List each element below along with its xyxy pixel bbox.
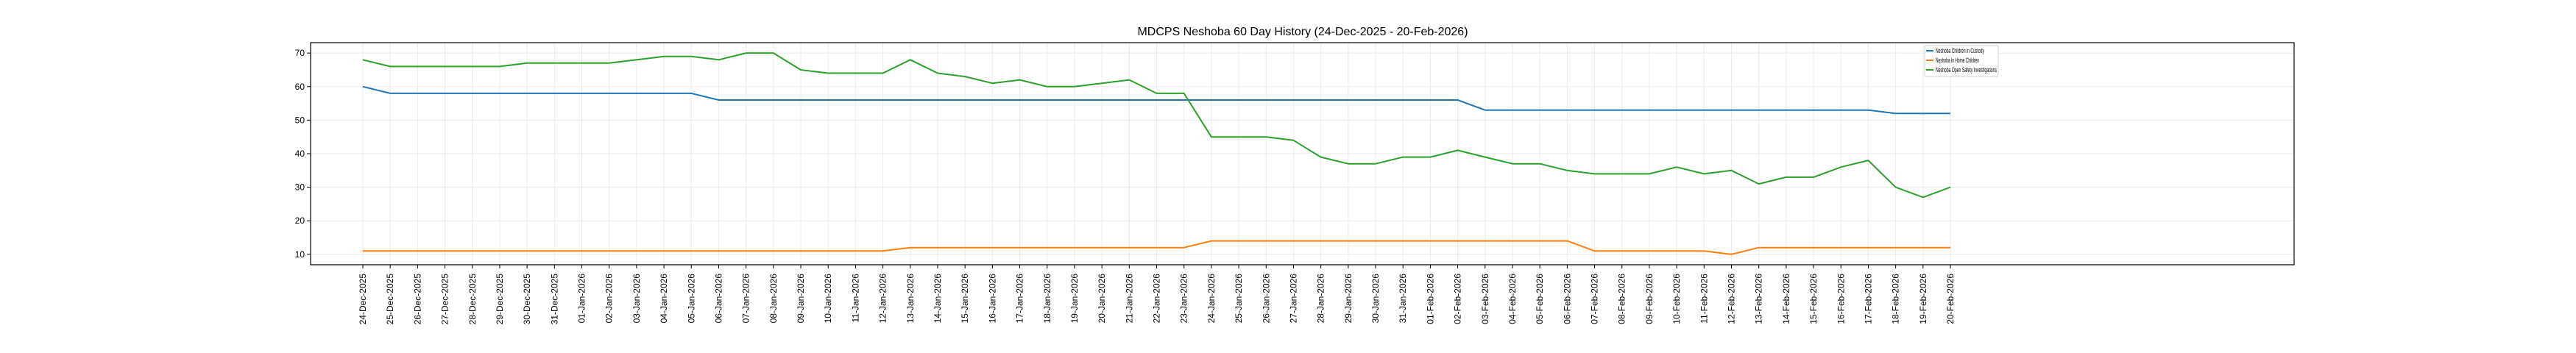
legend: Neshoba Children in Custody Neshoba In Ho… (1924, 45, 1999, 77)
x-tick-label: 29-Jan-2026 (1343, 274, 1354, 324)
chart-title: MDCPS Neshoba 60 Day History (24-Dec-202… (1137, 26, 1468, 38)
x-tick-label: 30-Jan-2026 (1370, 274, 1381, 324)
x-tick-label: 19-Feb-2026 (1918, 274, 1928, 324)
x-tick-label: 23-Jan-2026 (1179, 274, 1189, 324)
y-tick-label: 30 (295, 182, 305, 193)
y-axis: 10 20 30 40 50 60 70 (295, 48, 311, 260)
y-tick-label: 70 (295, 48, 305, 58)
x-tick-label: 11-Feb-2026 (1699, 274, 1709, 324)
x-tick-label: 05-Jan-2026 (686, 274, 696, 324)
x-tick-label: 15-Feb-2026 (1808, 274, 1819, 324)
x-tick-label: 02-Jan-2026 (604, 274, 615, 324)
x-tick-label: 06-Jan-2026 (713, 274, 723, 324)
x-tick-label: 03-Feb-2026 (1480, 274, 1490, 324)
series-line-1 (363, 240, 1950, 255)
legend-entry: Neshoba In Home Children (1936, 57, 1979, 64)
x-tick-label: 02-Feb-2026 (1453, 274, 1463, 324)
x-tick-label: 20-Jan-2026 (1097, 274, 1107, 324)
x-tick-label: 16-Feb-2026 (1836, 274, 1846, 324)
x-tick-label: 14-Jan-2026 (933, 274, 943, 324)
x-tick-label: 25-Dec-2025 (385, 274, 395, 325)
x-tick-label: 13-Jan-2026 (905, 274, 916, 324)
x-tick-label: 15-Jan-2026 (960, 274, 970, 324)
y-tick-label: 10 (295, 249, 305, 260)
y-tick-label: 20 (295, 215, 305, 226)
y-tick-label: 50 (295, 115, 305, 125)
x-tick-label: 04-Jan-2026 (659, 274, 669, 324)
x-tick-label: 17-Jan-2026 (1015, 274, 1025, 324)
series-line-0 (362, 85, 1950, 115)
x-tick-label: 24-Dec-2025 (358, 274, 368, 325)
x-tick-label: 05-Feb-2026 (1535, 274, 1545, 324)
x-tick-label: 01-Jan-2026 (577, 274, 587, 324)
x-tick-label: 06-Feb-2026 (1562, 274, 1572, 324)
x-tick-label: 18-Feb-2026 (1891, 274, 1901, 324)
x-tick-label: 04-Feb-2026 (1507, 274, 1518, 324)
legend-entry: Neshoba Open Safety Investigations (1936, 66, 1997, 74)
x-tick-label: 09-Feb-2026 (1644, 274, 1655, 324)
x-tick-label: 10-Feb-2026 (1671, 274, 1682, 324)
x-tick-label: 08-Jan-2026 (768, 274, 779, 324)
x-tick-label: 20-Feb-2026 (1945, 274, 1956, 324)
x-tick-label: 29-Dec-2025 (495, 274, 505, 325)
x-tick-label: 13-Feb-2026 (1754, 274, 1764, 324)
x-tick-label: 19-Jan-2026 (1069, 274, 1080, 324)
grid (311, 43, 2294, 265)
x-tick-label: 07-Feb-2026 (1590, 274, 1600, 324)
x-tick-label: 28-Jan-2026 (1316, 274, 1326, 324)
x-tick-label: 16-Jan-2026 (987, 274, 997, 324)
x-tick-label: 30-Dec-2025 (522, 274, 532, 325)
x-tick-label: 21-Jan-2026 (1124, 274, 1134, 324)
x-tick-label: 10-Jan-2026 (823, 274, 833, 324)
series-line-2 (362, 52, 1951, 199)
x-tick-label: 31-Jan-2026 (1398, 274, 1408, 324)
y-tick-label: 40 (295, 149, 305, 159)
x-tick-label: 22-Jan-2026 (1152, 274, 1162, 324)
x-tick-label: 28-Dec-2025 (467, 274, 478, 325)
x-tick-label: 27-Jan-2026 (1288, 274, 1298, 324)
x-tick-label: 24-Jan-2026 (1206, 274, 1217, 324)
x-tick-label: 14-Feb-2026 (1781, 274, 1791, 324)
legend-entry: Neshoba Children in Custody (1936, 47, 1984, 54)
x-tick-label: 11-Jan-2026 (850, 274, 860, 323)
x-tick-label: 27-Dec-2025 (440, 274, 450, 325)
x-tick-label: 17-Feb-2026 (1863, 274, 1873, 324)
x-tick-label: 08-Feb-2026 (1617, 274, 1627, 324)
x-tick-label: 01-Feb-2026 (1425, 274, 1435, 324)
x-axis: 24-Dec-2025 25-Dec-2025 26-Dec-2025 27-Dec-… (358, 265, 1956, 324)
x-tick-label: 26-Jan-2026 (1261, 274, 1271, 324)
legend-box (1924, 45, 1999, 77)
x-tick-label: 26-Dec-2025 (412, 274, 422, 325)
x-tick-label: 31-Dec-2025 (549, 274, 559, 325)
x-tick-label: 18-Jan-2026 (1042, 274, 1052, 324)
series-lines (362, 52, 1951, 255)
x-tick-label: 09-Jan-2026 (796, 274, 806, 324)
x-tick-label: 03-Jan-2026 (631, 274, 642, 324)
x-tick-label: 25-Jan-2026 (1234, 274, 1244, 324)
y-tick-label: 60 (295, 82, 305, 92)
x-tick-label: 12-Jan-2026 (878, 274, 888, 324)
x-tick-label: 07-Jan-2026 (741, 274, 751, 324)
x-tick-label: 12-Feb-2026 (1727, 274, 1737, 324)
